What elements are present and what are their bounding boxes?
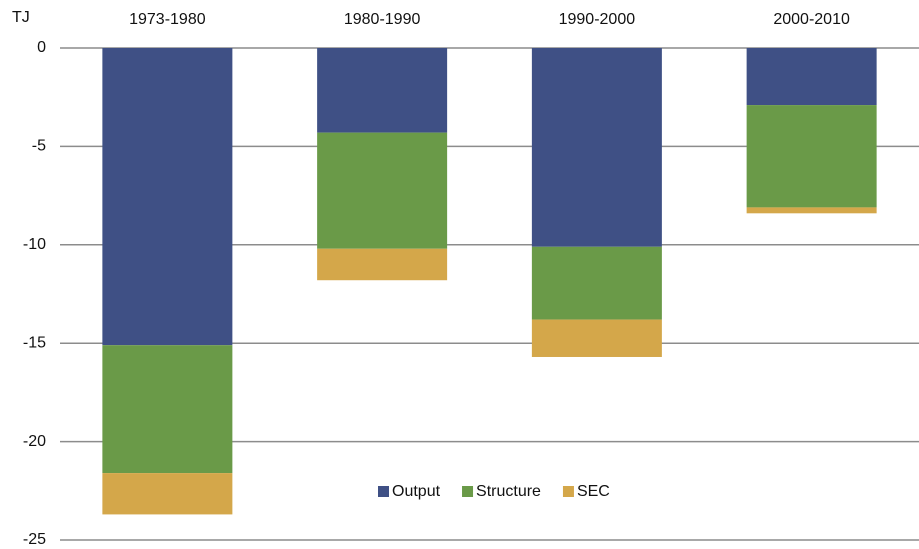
legend-label: Structure — [476, 483, 541, 500]
x-tick-label: 1990-2000 — [559, 11, 636, 28]
bar-segment — [317, 132, 448, 249]
bar-segment — [317, 248, 448, 281]
y-tick-label: -15 — [23, 334, 46, 351]
legend-swatch — [462, 486, 474, 497]
y-tick-label: -5 — [32, 138, 46, 155]
legend-swatch — [378, 486, 389, 497]
x-tick-label: 2000-2010 — [773, 11, 850, 28]
legend-label: Output — [392, 483, 441, 500]
bar-segment — [531, 246, 662, 320]
bar-segment — [531, 319, 662, 357]
legend-swatch — [562, 486, 574, 497]
y-tick-label: -10 — [23, 236, 46, 253]
bar-segment — [317, 48, 448, 133]
y-tick-label: -25 — [23, 531, 46, 548]
x-tick-label: 1973-1980 — [129, 11, 206, 28]
y-tick-label: 0 — [37, 39, 46, 56]
bar-segment — [102, 48, 233, 346]
y-tick-label: -20 — [23, 433, 46, 450]
legend-label: SEC — [577, 483, 610, 500]
y-axis-label: TJ — [12, 9, 30, 26]
x-tick-label: 1980-1990 — [344, 11, 421, 28]
bar-segment — [102, 473, 233, 515]
bar-segment — [746, 105, 877, 208]
bar-segment — [746, 48, 877, 106]
bar-segment — [102, 345, 233, 474]
bar-segment — [746, 207, 877, 214]
bar-segment — [531, 48, 662, 247]
